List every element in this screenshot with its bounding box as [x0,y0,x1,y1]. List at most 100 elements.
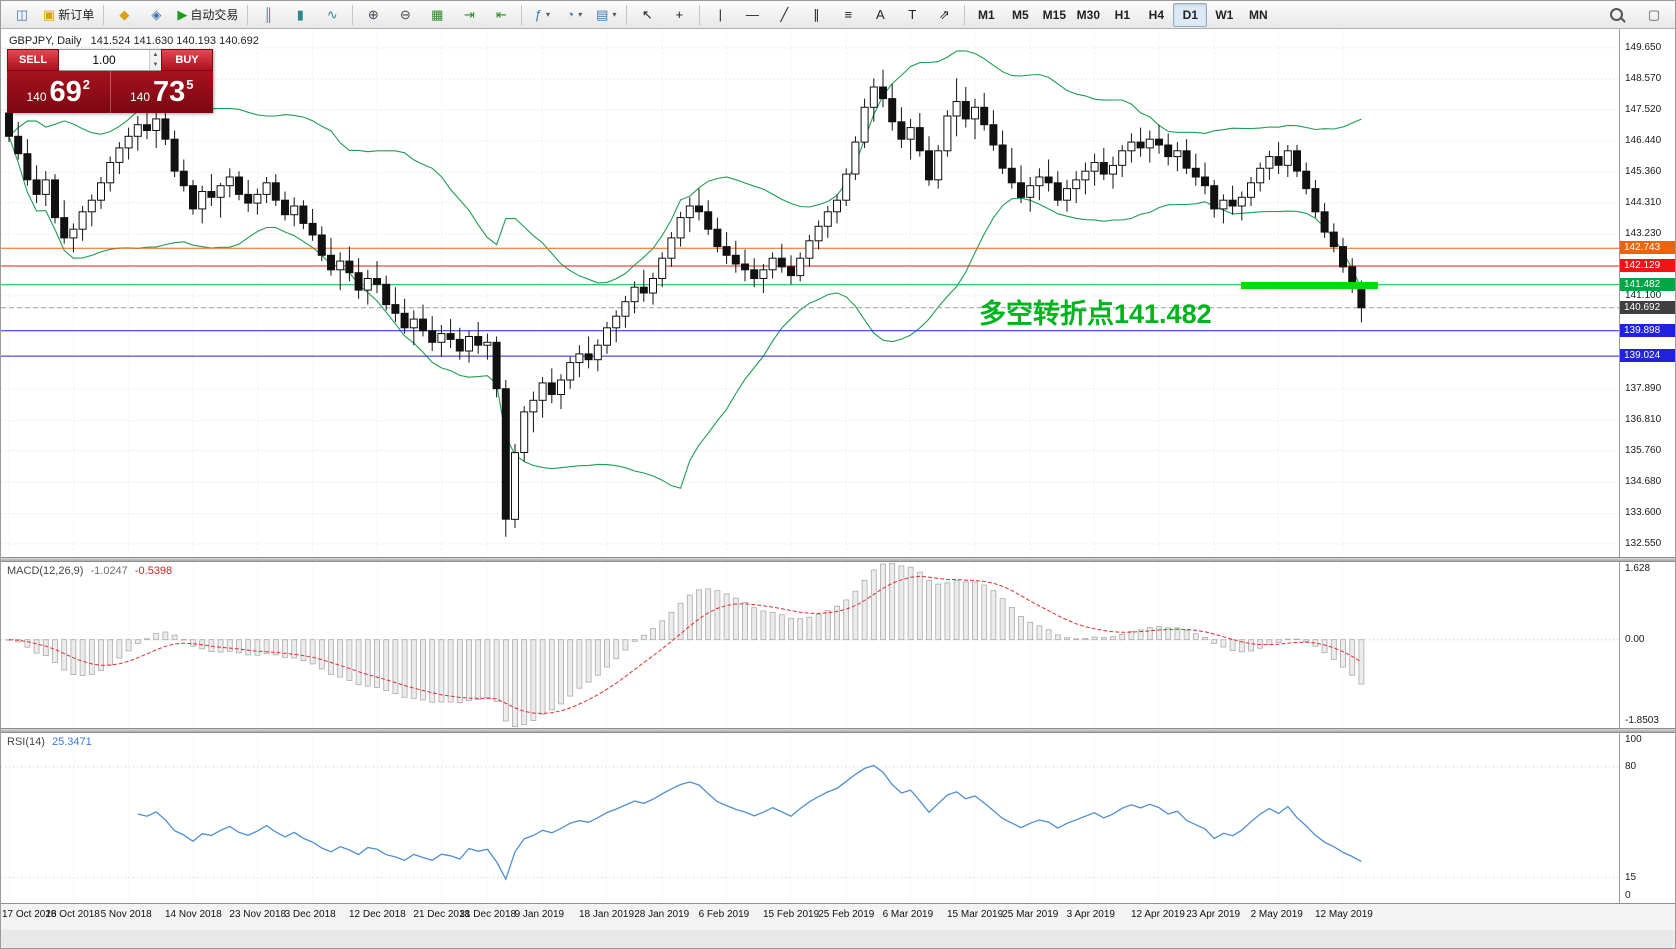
rsi-axis-label: 15 [1625,871,1637,883]
macd-canvas[interactable] [1,562,1619,728]
toolbar-separator [964,4,966,25]
line-chart-mode-button[interactable]: ∿ [316,3,348,27]
cursor-tool-button[interactable]: ↖ [631,3,663,27]
time-axis-label: 26 Oct 2018 [45,909,100,920]
zoom-out-button[interactable]: ⊖ [389,3,421,27]
price-tick-label: 149.650 [1625,41,1662,53]
pivot-annotation-text: 多空转折点141.482 [979,299,1212,329]
arrows-tool-button[interactable]: ⇗ [928,3,960,27]
crosshair-tool-button[interactable]: + [663,3,695,27]
horizontal-line-tool-icon: — [745,7,759,22]
volume-input[interactable] [59,50,150,70]
trendline-tool-icon: ╱ [780,7,789,22]
auto-scroll-button[interactable]: ⇥ [453,3,485,27]
rsi-scale[interactable]: 100 80 15 0 [1619,733,1675,903]
time-axis-label: 12 Dec 2018 [349,909,406,920]
new-chart-button[interactable]: ◫ [6,3,38,27]
one-click-trade-widget: SELL ▲ ▼ BUY 140 69 2 140 [7,49,213,113]
vertical-line-tool-icon: | [718,7,723,22]
macd-scale[interactable]: 1.628 0.00 -1.8503 [1619,562,1675,728]
price-tick-label: 137.890 [1625,383,1662,395]
time-axis-label: 14 Nov 2018 [165,909,222,920]
new-order-button[interactable]: ▣ 新订单 [38,3,99,27]
toolbar-separator [103,4,105,25]
price-level-tag: 141.482 [1620,277,1675,291]
time-axis-label: 15 Mar 2019 [947,909,1004,920]
indicators-button[interactable]: ƒ ▾ [526,3,558,27]
arrows-tool-icon: ⇗ [938,7,950,22]
sell-button[interactable]: SELL [7,49,59,71]
tf-m30-button[interactable]: M30 [1071,3,1105,27]
price-scale[interactable]: 149.650 148.570 147.520 146.440 145.360 144.3… [1619,29,1675,557]
tf-m15-button[interactable]: M15 [1037,3,1071,27]
symbol-timeframe-label: GBPJPY, Daily [9,35,82,47]
tf-w1-button[interactable]: W1 [1207,3,1241,27]
label-tool-button[interactable]: T [896,3,928,27]
bid-prefix: 140 [26,90,47,104]
time-axis-label: 23 Nov 2018 [229,909,287,920]
panel-splitter[interactable] [1,728,1675,733]
rsi-value: 25.3471 [51,736,92,748]
price-tick-label: 136.810 [1625,414,1662,426]
chart-shift-button[interactable]: ⇤ [485,3,517,27]
templates-button[interactable]: ▤ ▾ [590,3,622,27]
bid-price-box[interactable]: 140 69 2 [7,71,111,113]
panel-splitter[interactable] [1,557,1675,562]
time-axis-label: 18 Jan 2019 [579,909,635,920]
search-button[interactable] [1600,3,1632,27]
data-window-button[interactable]: ◈ [140,3,172,27]
bar-chart-mode-button[interactable]: ║ [252,3,284,27]
fullscreen-button[interactable]: ▢ [1638,3,1670,27]
auto-trading-button[interactable]: ▶ 自动交易 [172,3,243,27]
fibonacci-tool-button[interactable]: ≡ [832,3,864,27]
label-tool-icon: T [908,7,917,22]
timeframes-menu-button[interactable]: ◔ ▾ [558,3,590,27]
buy-button[interactable]: BUY [161,49,213,71]
volume-down-icon[interactable]: ▼ [150,60,161,70]
ask-prefix: 140 [129,90,151,104]
volume-up-icon[interactable]: ▲ [150,50,161,60]
support-highlight-line [1241,281,1378,289]
grid-toggle-button[interactable]: ▦ [421,3,453,27]
tf-h4-button[interactable]: H4 [1139,3,1173,27]
toolbar-separator [626,4,628,25]
channel-tool-icon: ∥ [813,7,820,22]
time-axis-label: 5 Nov 2018 [100,909,152,920]
main-toolbar: ◫ ▣ 新订单 ◆ ◈ ▶ 自动交易 ║ ▮ ∿ ⊕ ⊖ ▦ ⇥ ⇤ ƒ ▾ ◔ ▾ ▤ ▾ ↖ + | — ╱ ∥ ≡ A T ⇗ M1 M5… [1,1,1675,29]
macd-signal-value: -0.5398 [134,565,173,577]
market-watch-button[interactable]: ◆ [108,3,140,27]
tf-h1-button[interactable]: H1 [1105,3,1139,27]
macd-axis-label: -1.8503 [1625,715,1659,726]
vertical-line-tool-button[interactable]: | [704,3,736,27]
indicators-icon: ƒ [534,7,542,22]
ask-price-box[interactable]: 140 73 5 [111,71,214,113]
tf-m5-button[interactable]: M5 [1003,3,1037,27]
indicators-dropdown-icon: ▾ [545,10,550,19]
tf-d1-button[interactable]: D1 [1173,2,1208,27]
rsi-axis-label: 80 [1625,761,1637,772]
time-axis-label: 25 Feb 2019 [818,909,875,920]
price-chart-panel: 149.650 148.570 147.520 146.440 145.360 144.3… [1,29,1675,557]
channel-tool-button[interactable]: ∥ [800,3,832,27]
rsi-canvas[interactable] [1,733,1619,903]
text-tool-button[interactable]: A [864,3,896,27]
timeframes-menu-dropdown-icon: ▾ [578,10,583,19]
trendline-tool-button[interactable]: ╱ [768,3,800,27]
price-tick-label: 144.310 [1625,196,1662,208]
macd-axis-label: 1.628 [1625,563,1651,574]
zoom-in-button[interactable]: ⊕ [357,3,389,27]
rsi-panel: 100 80 15 0 RSI(14) 25.3471 [1,733,1675,903]
tf-mn-button[interactable]: MN [1241,3,1275,27]
templates-icon: ▤ [596,7,609,22]
tf-h4-label: H4 [1148,7,1164,22]
price-level-tag: 139.898 [1620,323,1675,337]
rsi-label: RSI(14) 25.3471 [7,736,96,748]
horizontal-line-tool-button[interactable]: — [736,3,768,27]
tf-m1-button[interactable]: M1 [969,3,1003,27]
time-axis[interactable]: 17 Oct 2018 26 Oct 2018 5 Nov 2018 14 Nov 2… [1,903,1675,930]
price-chart-canvas[interactable] [1,29,1619,557]
candle-chart-mode-button[interactable]: ▮ [284,3,316,27]
price-tick-label: 133.600 [1625,507,1662,519]
price-tick-label: 148.570 [1625,73,1662,85]
